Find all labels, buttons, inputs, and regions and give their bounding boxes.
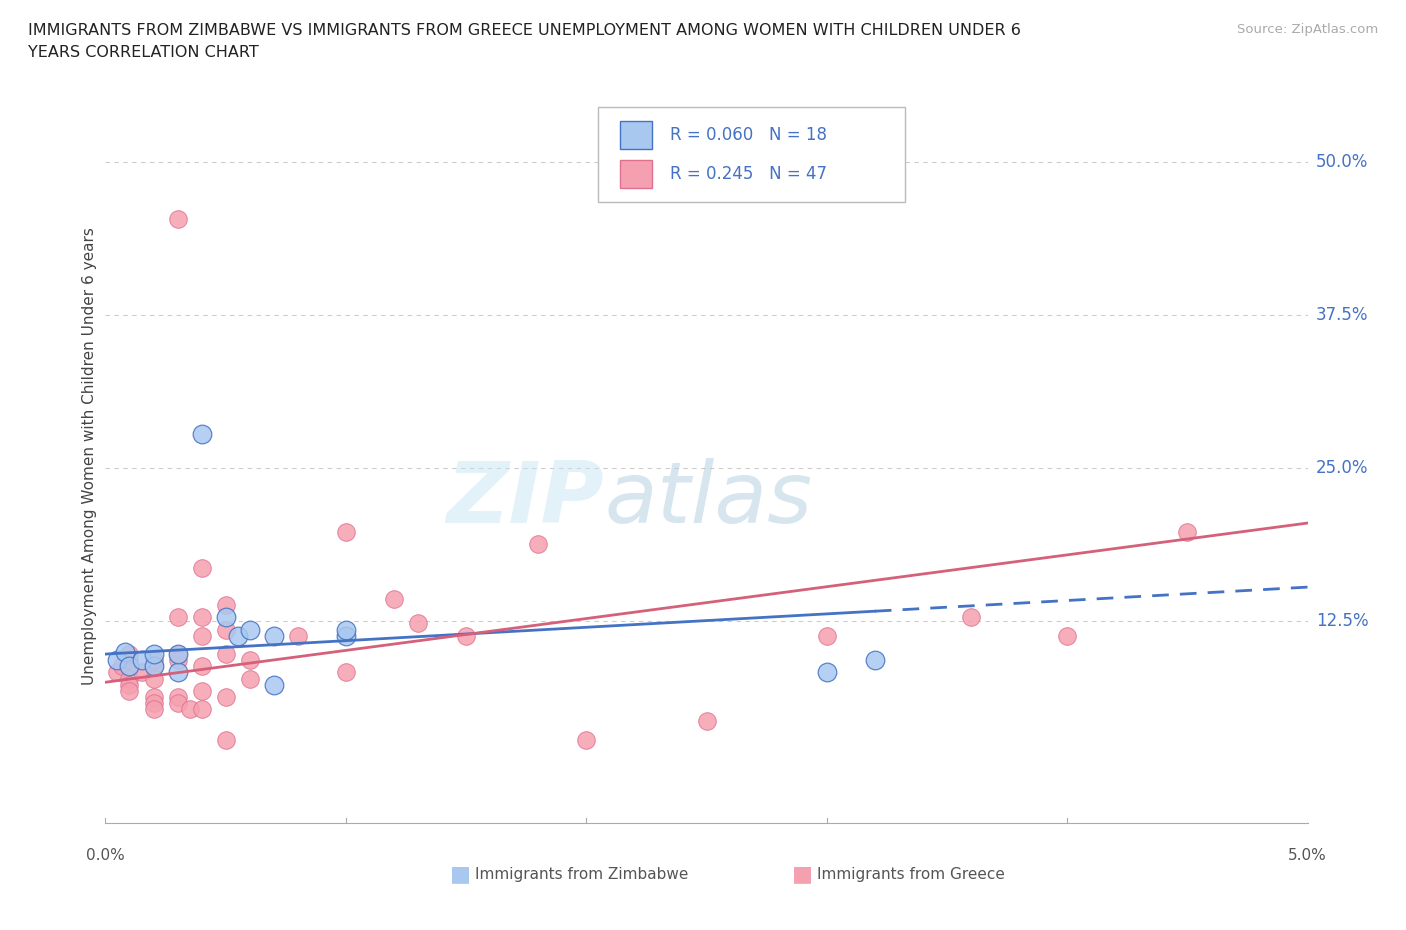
Point bbox=[114, 644, 136, 659]
Text: 50.0%: 50.0% bbox=[1316, 153, 1368, 171]
Point bbox=[190, 610, 212, 625]
Point bbox=[226, 629, 249, 644]
Point bbox=[166, 696, 188, 711]
Text: ■: ■ bbox=[450, 864, 471, 884]
Point bbox=[190, 561, 212, 576]
Point bbox=[214, 610, 236, 625]
Point bbox=[107, 665, 129, 680]
Point bbox=[406, 616, 429, 631]
Point bbox=[166, 665, 188, 680]
Point bbox=[263, 629, 285, 644]
Point bbox=[142, 653, 165, 668]
Text: ■: ■ bbox=[792, 864, 813, 884]
Point bbox=[107, 653, 129, 668]
Point bbox=[960, 610, 983, 625]
Y-axis label: Unemployment Among Women with Children Under 6 years: Unemployment Among Women with Children U… bbox=[82, 227, 97, 684]
Text: R = 0.060   N = 18: R = 0.060 N = 18 bbox=[671, 126, 827, 143]
Point bbox=[166, 653, 188, 668]
Text: R = 0.245   N = 47: R = 0.245 N = 47 bbox=[671, 166, 827, 183]
Point bbox=[166, 646, 188, 661]
Point bbox=[131, 653, 153, 668]
Point bbox=[142, 671, 165, 686]
Point bbox=[142, 702, 165, 717]
Point bbox=[111, 658, 134, 673]
Point bbox=[166, 646, 188, 661]
Text: IMMIGRANTS FROM ZIMBABWE VS IMMIGRANTS FROM GREECE UNEMPLOYMENT AMONG WOMEN WITH: IMMIGRANTS FROM ZIMBABWE VS IMMIGRANTS F… bbox=[28, 23, 1021, 38]
Point bbox=[214, 622, 236, 637]
Point bbox=[166, 212, 188, 227]
Point bbox=[815, 629, 838, 644]
Point bbox=[142, 689, 165, 704]
Point bbox=[190, 702, 212, 717]
Point bbox=[575, 732, 598, 747]
Point bbox=[190, 629, 212, 644]
Point bbox=[335, 665, 357, 680]
Point bbox=[1056, 629, 1078, 644]
Point bbox=[179, 702, 201, 717]
FancyBboxPatch shape bbox=[620, 160, 652, 188]
Text: Immigrants from Zimbabwe: Immigrants from Zimbabwe bbox=[475, 867, 689, 882]
Point bbox=[454, 629, 477, 644]
Point bbox=[142, 646, 165, 661]
FancyBboxPatch shape bbox=[599, 107, 905, 202]
Point bbox=[142, 658, 165, 673]
Text: 0.0%: 0.0% bbox=[86, 848, 125, 863]
Point bbox=[118, 671, 141, 686]
Point bbox=[118, 658, 141, 673]
Text: Source: ZipAtlas.com: Source: ZipAtlas.com bbox=[1237, 23, 1378, 36]
Text: Immigrants from Greece: Immigrants from Greece bbox=[817, 867, 1005, 882]
Text: ZIP: ZIP bbox=[447, 458, 605, 541]
Point bbox=[166, 689, 188, 704]
Text: 12.5%: 12.5% bbox=[1316, 612, 1368, 630]
Point bbox=[335, 622, 357, 637]
Point bbox=[190, 658, 212, 673]
Point bbox=[239, 653, 262, 668]
Point bbox=[863, 653, 886, 668]
Text: 5.0%: 5.0% bbox=[1288, 848, 1327, 863]
Point bbox=[335, 525, 357, 539]
Point bbox=[335, 629, 357, 644]
Point bbox=[118, 653, 141, 668]
Point bbox=[815, 665, 838, 680]
FancyBboxPatch shape bbox=[620, 121, 652, 149]
Point bbox=[131, 665, 153, 680]
Text: 37.5%: 37.5% bbox=[1316, 306, 1368, 324]
Point bbox=[166, 610, 188, 625]
Point bbox=[190, 684, 212, 698]
Point bbox=[382, 591, 405, 606]
Point bbox=[118, 684, 141, 698]
Point bbox=[118, 646, 141, 661]
Text: atlas: atlas bbox=[605, 458, 813, 541]
Point bbox=[142, 696, 165, 711]
Point bbox=[214, 689, 236, 704]
Point bbox=[527, 537, 550, 551]
Text: 25.0%: 25.0% bbox=[1316, 458, 1368, 477]
Point bbox=[214, 646, 236, 661]
Point bbox=[287, 629, 309, 644]
Point bbox=[263, 677, 285, 692]
Point bbox=[190, 426, 212, 441]
Point bbox=[1175, 525, 1198, 539]
Point bbox=[239, 622, 262, 637]
Point bbox=[696, 714, 718, 729]
Point bbox=[239, 671, 262, 686]
Text: YEARS CORRELATION CHART: YEARS CORRELATION CHART bbox=[28, 45, 259, 60]
Point bbox=[214, 732, 236, 747]
Point bbox=[214, 598, 236, 613]
Point bbox=[142, 658, 165, 673]
Point bbox=[118, 677, 141, 692]
